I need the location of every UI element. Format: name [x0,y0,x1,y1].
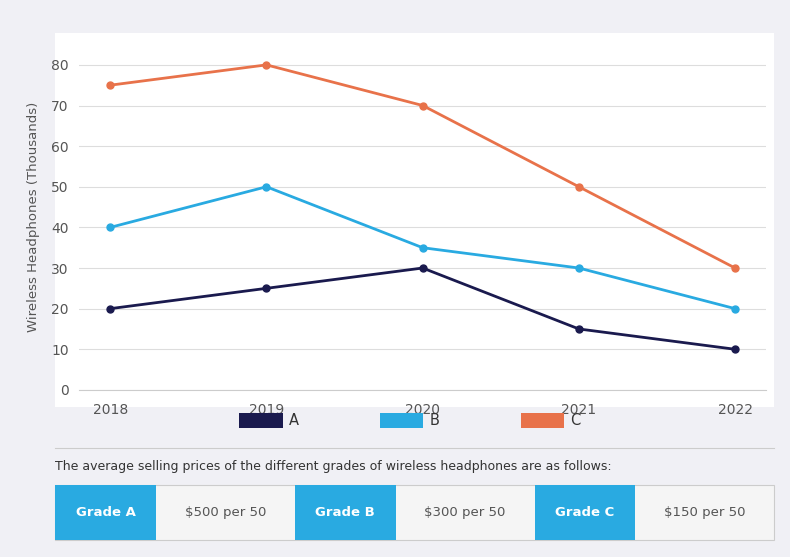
Text: Grade B: Grade B [315,506,375,519]
B [730,305,739,312]
Text: Grade A: Grade A [76,506,136,519]
A [106,305,115,312]
A [418,265,427,271]
B [574,265,584,271]
Text: $500 per 50: $500 per 50 [185,506,266,519]
Text: C: C [570,413,581,428]
Text: A: A [289,413,299,428]
C [106,82,115,89]
Line: B: B [107,183,739,312]
B [106,224,115,231]
Text: B: B [430,413,440,428]
C [574,183,584,190]
A [730,346,739,353]
Line: C: C [107,61,739,271]
A [574,326,584,333]
B [418,245,427,251]
B [261,183,271,190]
Text: Grade C: Grade C [555,506,615,519]
Y-axis label: Wireless Headphones (Thousands): Wireless Headphones (Thousands) [27,102,40,333]
Text: $300 per 50: $300 per 50 [424,506,506,519]
C [730,265,739,271]
C [418,102,427,109]
C [261,61,271,68]
A [261,285,271,292]
Text: $150 per 50: $150 per 50 [664,506,746,519]
Line: A: A [107,265,739,353]
Text: The average selling prices of the different grades of wireless headphones are as: The average selling prices of the differ… [55,460,612,472]
